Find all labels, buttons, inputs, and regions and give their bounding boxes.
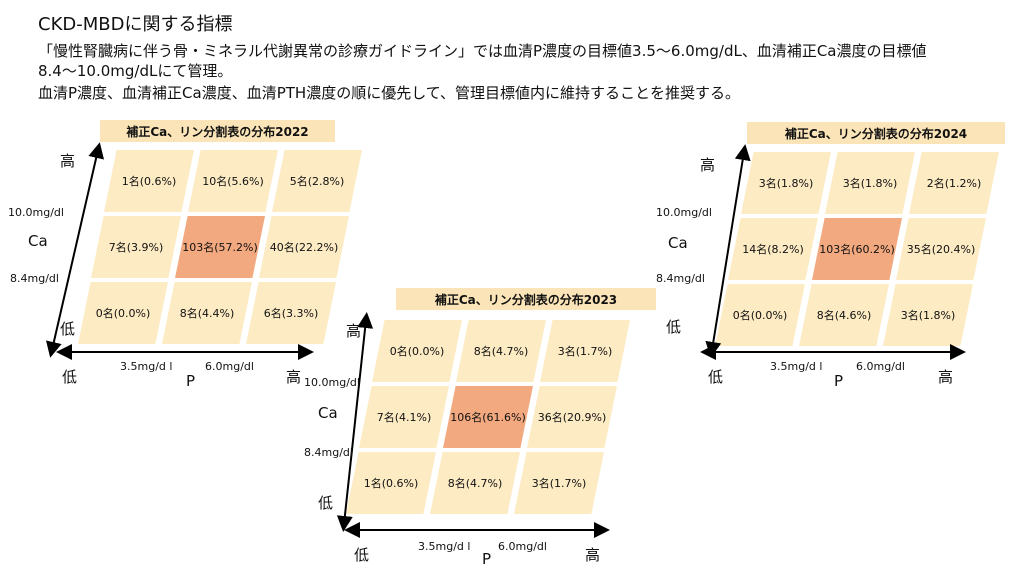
ca-low-label: 低 bbox=[666, 318, 682, 336]
ca-axis-label: Ca bbox=[318, 404, 338, 422]
p-axis-label: P bbox=[834, 372, 844, 390]
axis-arrows bbox=[45, 142, 314, 360]
table-cell-r2-c0: 1名(0.6%) bbox=[346, 452, 436, 514]
vertical-axis-arrow bbox=[45, 142, 105, 358]
p-upper-threshold: 6.0mg/dl bbox=[205, 360, 254, 373]
p-high-label: 高 bbox=[585, 546, 601, 564]
table-cell-r2-c2: 3名(1.7%) bbox=[514, 452, 604, 514]
p-high-label: 高 bbox=[938, 368, 954, 386]
p-low-label: 低 bbox=[62, 368, 78, 386]
page-title: CKD-MBDに関する指標 bbox=[38, 14, 233, 35]
ca-high-label: 高 bbox=[346, 322, 362, 340]
table-cell-r0-c0: 3名(1.8%) bbox=[741, 152, 831, 214]
p-high-label: 高 bbox=[286, 368, 302, 386]
table-cell-r1-c1: 103名(57.2%) bbox=[175, 216, 265, 278]
ca-axis-label: Ca bbox=[668, 234, 688, 252]
ca-axis-label: Ca bbox=[28, 232, 48, 250]
table-cell-r0-c2: 5名(2.8%) bbox=[272, 150, 362, 212]
table-cell-r2-c0: 0名(0.0%) bbox=[715, 284, 805, 346]
p-lower-threshold: 3.5mg/d l bbox=[770, 360, 823, 373]
p-upper-threshold: 6.0mg/dl bbox=[498, 540, 547, 553]
vertical-axis-arrow bbox=[336, 312, 374, 532]
table-cell-r1-c0: 7名(3.9%) bbox=[91, 216, 181, 278]
table-cell-r2-c2: 3名(1.8%) bbox=[883, 284, 973, 346]
description-line-3: 血清P濃度、血清補正Ca濃度、血清PTH濃度の順に優先して、管理目標値内に維持す… bbox=[38, 84, 741, 102]
table-cell-r0-c1: 10名(5.6%) bbox=[188, 150, 278, 212]
ca-high-label: 高 bbox=[700, 156, 716, 174]
p-upper-threshold: 6.0mg/dl bbox=[856, 360, 905, 373]
p-lower-threshold: 3.5mg/d l bbox=[418, 540, 471, 553]
table-cell-r2-c1: 8名(4.6%) bbox=[799, 284, 889, 346]
panel-title: 補正Ca、リン分割表の分布2022 bbox=[100, 120, 335, 142]
ca-low-label: 低 bbox=[60, 320, 76, 338]
table-cell-r1-c1: 106名(61.6%) bbox=[443, 386, 533, 448]
panel-title: 補正Ca、リン分割表の分布2023 bbox=[396, 288, 656, 310]
p-lower-threshold: 3.5mg/d l bbox=[120, 360, 173, 373]
axis-arrows bbox=[336, 312, 610, 538]
table-cell-r1-c2: 40名(22.2%) bbox=[259, 216, 349, 278]
ca-low-label: 低 bbox=[318, 494, 334, 512]
ca-high-label: 高 bbox=[60, 152, 76, 170]
p-low-label: 低 bbox=[354, 546, 370, 564]
p-axis-label: P bbox=[186, 372, 196, 390]
ca-lower-threshold: 8.4mg/dl bbox=[10, 272, 59, 285]
axis-arrows bbox=[700, 144, 966, 360]
table-cell-r0-c1: 3名(1.8%) bbox=[825, 152, 915, 214]
table-cell-r1-c2: 35名(20.4%) bbox=[896, 218, 986, 280]
table-cell-r0-c2: 2名(1.2%) bbox=[909, 152, 999, 214]
description-line-1: 「慢性腎臓病に伴う骨・ミネラル代謝異常の診療ガイドライン」では血清P濃度の目標値… bbox=[38, 42, 927, 60]
table-cell-r1-c1: 103名(60.2%) bbox=[812, 218, 902, 280]
table-cell-r0-c0: 0名(0.0%) bbox=[372, 320, 462, 382]
ca-upper-threshold: 10.0mg/dl bbox=[304, 376, 360, 389]
ca-lower-threshold: 8.4mg/dl bbox=[304, 446, 353, 459]
ca-lower-threshold: 8.4mg/dl bbox=[656, 272, 705, 285]
ca-upper-threshold: 10.0mg/dl bbox=[656, 206, 712, 219]
description-line-2: 8.4～10.0mg/dLにて管理。 bbox=[38, 62, 233, 80]
table-cell-r2-c1: 8名(4.4%) bbox=[162, 282, 252, 344]
table-cell-r2-c0: 0名(0.0%) bbox=[78, 282, 168, 344]
table-cell-r1-c0: 14名(8.2%) bbox=[728, 218, 818, 280]
table-cell-r2-c1: 8名(4.7%) bbox=[430, 452, 520, 514]
table-cell-r2-c2: 6名(3.3%) bbox=[246, 282, 336, 344]
table-cell-r1-c0: 7名(4.1%) bbox=[359, 386, 449, 448]
table-cell-r0-c1: 8名(4.7%) bbox=[456, 320, 546, 382]
table-cell-r0-c0: 1名(0.6%) bbox=[104, 150, 194, 212]
p-low-label: 低 bbox=[708, 368, 724, 386]
table-cell-r1-c2: 36名(20.9%) bbox=[527, 386, 617, 448]
table-cell-r0-c2: 3名(1.7%) bbox=[540, 320, 630, 382]
panel-title: 補正Ca、リン分割表の分布2024 bbox=[747, 122, 1005, 144]
vertical-axis-arrow bbox=[705, 144, 751, 358]
p-axis-label: P bbox=[482, 550, 492, 568]
ca-upper-threshold: 10.0mg/dl bbox=[8, 206, 64, 219]
